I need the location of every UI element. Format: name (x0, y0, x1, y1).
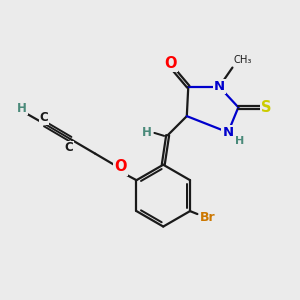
Text: H: H (142, 126, 152, 139)
Text: N: N (223, 126, 234, 139)
Text: O: O (164, 56, 177, 70)
Text: C: C (64, 141, 73, 154)
Text: O: O (114, 159, 127, 174)
Text: CH₃: CH₃ (234, 56, 252, 65)
Text: Br: Br (200, 212, 216, 224)
Text: C: C (39, 111, 48, 124)
Text: H: H (235, 136, 244, 146)
Text: N: N (214, 80, 225, 93)
Text: S: S (261, 100, 272, 115)
Text: H: H (17, 101, 27, 115)
